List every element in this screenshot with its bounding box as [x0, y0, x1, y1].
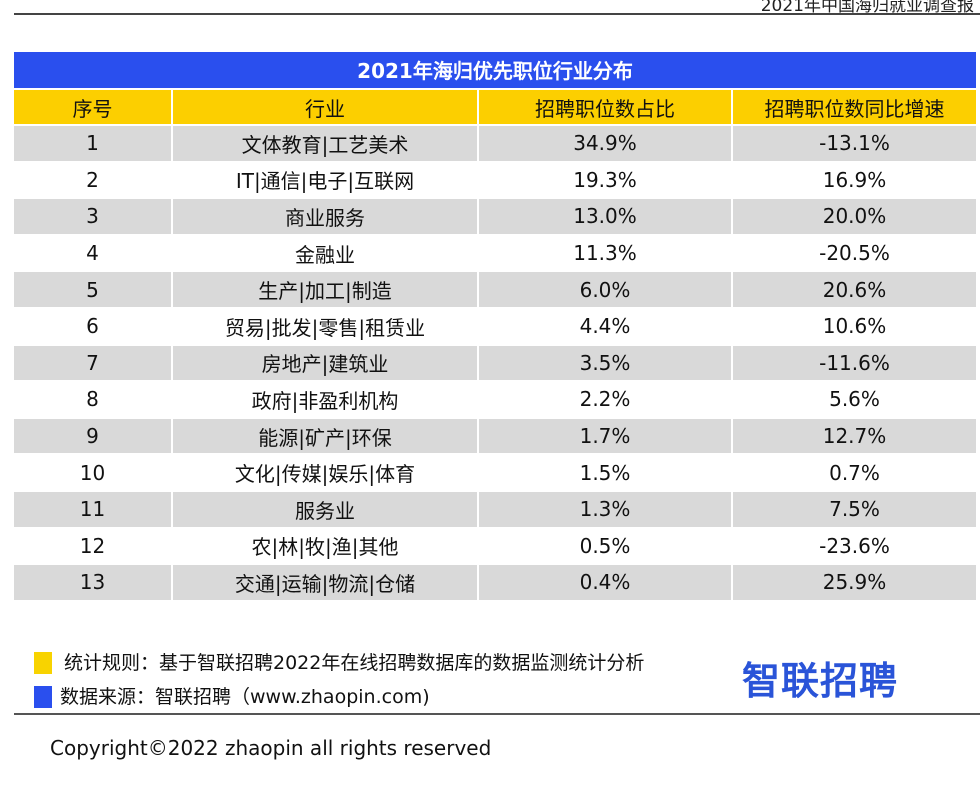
cell-rank: 10 [14, 454, 173, 492]
blue-legend-swatch [34, 686, 52, 708]
cell-industry: 文体教育|工艺美术 [172, 125, 479, 163]
cell-rank: 5 [14, 271, 173, 309]
header-divider [14, 13, 980, 15]
table-row: 2 IT|通信|电子|互联网 19.3% 16.9% [14, 161, 976, 200]
cell-rank: 6 [14, 307, 173, 346]
footer-divider [14, 713, 980, 715]
cell-share: 2.2% [478, 381, 733, 419]
cell-growth: 20.6% [732, 271, 976, 309]
table-row: 12 农|林|牧|渔|其他 0.5% -23.6% [14, 527, 976, 566]
cell-growth: -23.6% [732, 527, 976, 566]
cell-industry: IT|通信|电子|互联网 [172, 161, 479, 200]
cell-rank: 13 [14, 564, 173, 602]
cell-growth: 10.6% [732, 307, 976, 346]
cell-industry: 房地产|建筑业 [172, 344, 479, 383]
table-row: 7 房地产|建筑业 3.5% -11.6% [14, 344, 976, 383]
cell-share: 4.4% [478, 307, 733, 346]
stat-rule-note: 统计规则：基于智联招聘2022年在线招聘数据库的数据监测统计分析 [64, 652, 645, 674]
table-row: 13 交通|运输|物流|仓储 0.4% 25.9% [14, 564, 976, 602]
cell-share: 0.5% [478, 527, 733, 566]
table-row: 9 能源|矿产|环保 1.7% 12.7% [14, 417, 976, 456]
zhaopin-logo: 智联招聘 [742, 659, 899, 703]
cell-industry: 能源|矿产|环保 [172, 417, 479, 456]
cell-growth: 16.9% [732, 161, 976, 200]
copyright-text: Copyright©2022 zhaopin all rights reserv… [50, 736, 492, 760]
table-header-row: 序号 行业 招聘职位数占比 招聘职位数同比增速 [14, 90, 976, 126]
cell-share: 34.9% [478, 125, 733, 163]
cell-share: 1.3% [478, 490, 733, 529]
cell-growth: -13.1% [732, 125, 976, 163]
cell-industry: 商业服务 [172, 198, 479, 236]
cell-industry: 文化|传媒|娱乐|体育 [172, 454, 479, 492]
cell-share: 11.3% [478, 234, 733, 273]
cell-share: 19.3% [478, 161, 733, 200]
cell-rank: 12 [14, 527, 173, 566]
cell-share: 1.7% [478, 417, 733, 456]
cell-industry: 生产|加工|制造 [172, 271, 479, 309]
report-header-title: 2021年中国海归就业调查报 [760, 0, 974, 16]
cell-share: 3.5% [478, 344, 733, 383]
cell-growth: 25.9% [732, 564, 976, 602]
industry-table: 序号 行业 招聘职位数占比 招聘职位数同比增速 1 文体教育|工艺美术 34.9% -… [14, 90, 976, 602]
cell-growth: 7.5% [732, 490, 976, 529]
table-row: 4 金融业 11.3% -20.5% [14, 234, 976, 273]
cell-growth: 5.6% [732, 381, 976, 419]
table-row: 3 商业服务 13.0% 20.0% [14, 198, 976, 236]
cell-rank: 9 [14, 417, 173, 456]
table-row: 1 文体教育|工艺美术 34.9% -13.1% [14, 125, 976, 163]
industry-table-container: 2021年海归优先职位行业分布 序号 行业 招聘职位数占比 招聘职位数同比增速 … [14, 52, 976, 602]
cell-rank: 7 [14, 344, 173, 383]
cell-industry: 交通|运输|物流|仓储 [172, 564, 479, 602]
table-row: 10 文化|传媒|娱乐|体育 1.5% 0.7% [14, 454, 976, 492]
cell-rank: 2 [14, 161, 173, 200]
cell-growth: -20.5% [732, 234, 976, 273]
cell-share: 13.0% [478, 198, 733, 236]
cell-rank: 1 [14, 125, 173, 163]
cell-industry: 金融业 [172, 234, 479, 273]
header-industry: 行业 [172, 90, 479, 126]
table-title: 2021年海归优先职位行业分布 [14, 52, 976, 90]
table-row: 11 服务业 1.3% 7.5% [14, 490, 976, 529]
table-row: 5 生产|加工|制造 6.0% 20.6% [14, 271, 976, 309]
header-share: 招聘职位数占比 [478, 90, 733, 126]
cell-rank: 11 [14, 490, 173, 529]
cell-share: 1.5% [478, 454, 733, 492]
cell-growth: 20.0% [732, 198, 976, 236]
cell-industry: 农|林|牧|渔|其他 [172, 527, 479, 566]
yellow-legend-swatch [34, 652, 52, 674]
cell-rank: 4 [14, 234, 173, 273]
cell-share: 0.4% [478, 564, 733, 602]
cell-industry: 贸易|批发|零售|租赁业 [172, 307, 479, 346]
table-row: 6 贸易|批发|零售|租赁业 4.4% 10.6% [14, 307, 976, 346]
data-source-note: 数据来源：智联招聘（www.zhaopin.com) [60, 686, 430, 708]
header-growth: 招聘职位数同比增速 [732, 90, 976, 126]
cell-growth: 0.7% [732, 454, 976, 492]
cell-growth: -11.6% [732, 344, 976, 383]
cell-rank: 3 [14, 198, 173, 236]
cell-industry: 服务业 [172, 490, 479, 529]
header-rank: 序号 [14, 90, 173, 126]
cell-share: 6.0% [478, 271, 733, 309]
cell-rank: 8 [14, 381, 173, 419]
cell-industry: 政府|非盈利机构 [172, 381, 479, 419]
cell-growth: 12.7% [732, 417, 976, 456]
table-row: 8 政府|非盈利机构 2.2% 5.6% [14, 381, 976, 419]
